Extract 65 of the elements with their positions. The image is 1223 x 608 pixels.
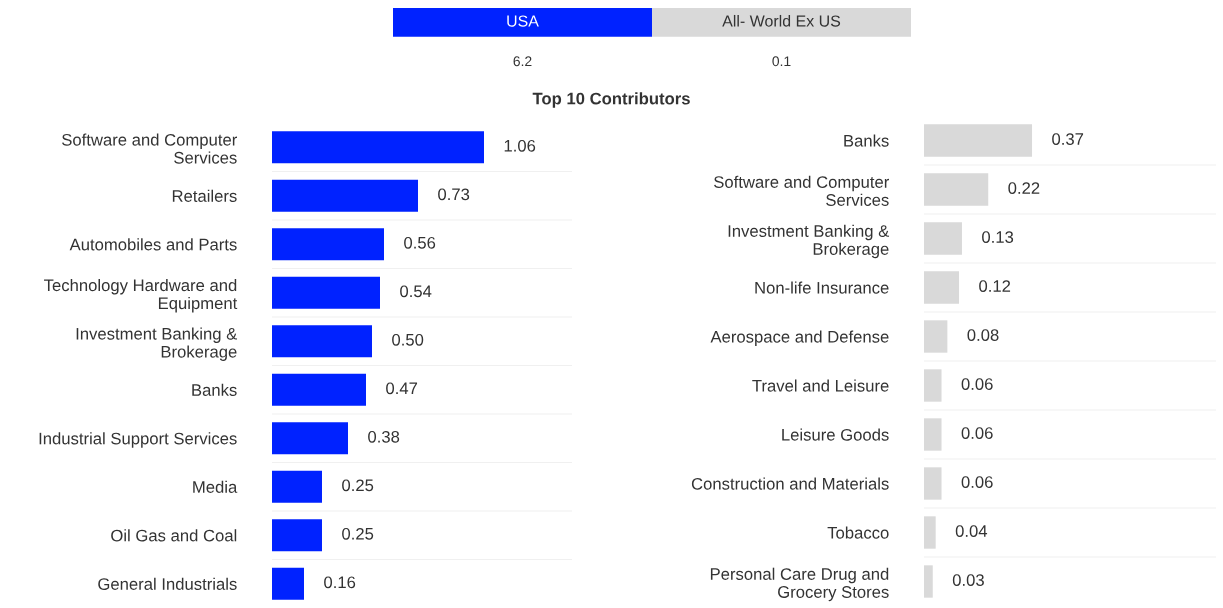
y-tick-label: Oil Gas and Coal (111, 529, 237, 542)
data-label: 0.37 (1052, 133, 1084, 145)
bar (272, 422, 348, 455)
bar (924, 320, 948, 353)
bar (924, 124, 1033, 157)
bar (272, 131, 484, 164)
bar (924, 222, 962, 255)
y-tick-label: Industrial Support Services (39, 432, 237, 448)
y-tick-label: Software and Computer Services (62, 133, 238, 164)
data-label: 0.56 (404, 236, 436, 249)
bar (924, 565, 933, 598)
data-label: 0.47 (386, 382, 418, 395)
bar (272, 325, 372, 358)
bar (924, 467, 942, 500)
data-label: 0.25 (342, 527, 374, 540)
bar (272, 567, 304, 600)
data-label: 0.03 (952, 574, 984, 586)
y-tick-label: Investment Banking & Brokerage (728, 224, 890, 259)
bar (272, 276, 380, 309)
data-label: 6.2 (513, 56, 532, 67)
bar (924, 369, 942, 402)
bar (272, 519, 322, 552)
data-label: 0.50 (392, 333, 424, 346)
data-label: 0.25 (342, 479, 374, 492)
y-tick-label: Travel and Leisure (752, 379, 889, 392)
bar (924, 418, 942, 451)
y-tick-label: Construction and Materials (691, 477, 889, 490)
data-label: 0.13 (982, 231, 1014, 243)
data-label: 0.12 (979, 280, 1011, 292)
y-tick-label: Retailers (172, 189, 237, 202)
bar (924, 271, 960, 304)
y-tick-label: Personal Care Drug and Grocery Stores (710, 567, 889, 602)
data-label: 0.08 (967, 329, 999, 341)
data-label: 0.06 (961, 476, 993, 488)
y-tick-label: Tobacco (827, 526, 889, 539)
bar (272, 228, 384, 261)
data-label: 0.22 (1008, 182, 1040, 194)
bar (272, 179, 418, 212)
data-label: 0.06 (961, 378, 993, 390)
bar (272, 373, 366, 406)
bar (272, 470, 322, 503)
y-tick-label: Banks (192, 383, 237, 396)
data-label: 0.16 (324, 576, 356, 589)
y-tick-label: Automobiles and Parts (69, 238, 237, 251)
data-label: 0.1 (772, 56, 791, 67)
y-tick-label: Aerospace and Defense (710, 330, 889, 346)
bar (924, 516, 936, 549)
data-label: 1.06 (504, 139, 536, 152)
data-label: 0.06 (961, 427, 993, 439)
category-label: All- World Ex US (722, 14, 841, 27)
y-tick-label: General Industrials (98, 577, 237, 590)
data-label: 0.54 (400, 285, 432, 298)
y-tick-label: Non-life Insurance (755, 281, 889, 294)
data-label: 0.04 (955, 525, 988, 537)
y-tick-label: Banks (844, 134, 889, 147)
y-tick-label: Technology Hardware and Equipment (44, 278, 238, 313)
data-label: 0.38 (368, 430, 400, 443)
category-label: USA (507, 15, 539, 27)
y-tick-label: Investment Banking & Brokerage (76, 327, 238, 361)
bar (924, 173, 989, 206)
data-label: 0.73 (438, 188, 470, 201)
text: Top 10 Contributors (532, 92, 690, 108)
y-tick-label: Leisure Goods (782, 428, 889, 441)
y-tick-label: Media (193, 480, 238, 493)
y-tick-label: Software and Computer Services (714, 175, 890, 206)
